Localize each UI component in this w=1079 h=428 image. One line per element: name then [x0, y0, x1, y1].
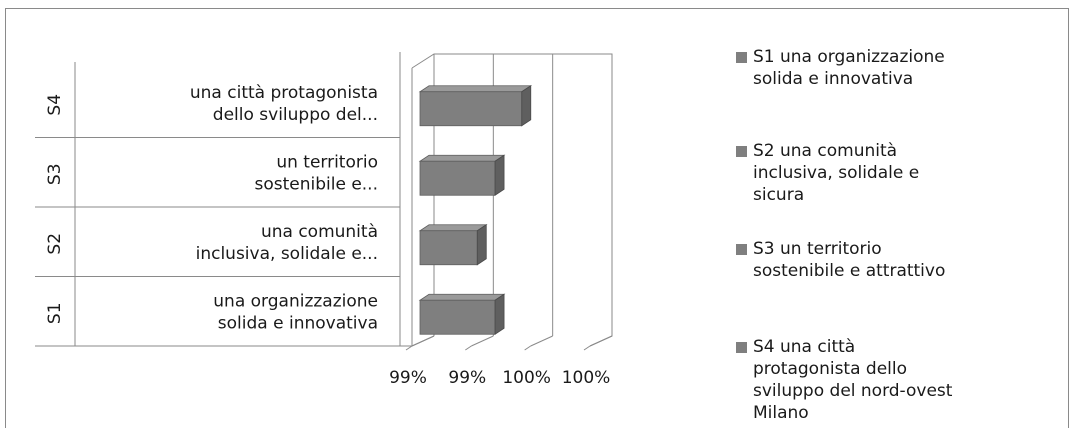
category-label-line: una organizzazione	[213, 291, 378, 311]
floor-gridline	[589, 335, 613, 347]
category-axis: una organizzazione solida e innovativa S1 u…	[35, 52, 412, 347]
group-label: S2	[45, 233, 65, 255]
x-tick-label: 99%	[448, 368, 486, 388]
legend-entry-line: sostenibile e attrattivo	[753, 261, 945, 281]
category-label: una città protagonista dello sviluppo del…	[190, 83, 378, 125]
group-label: S4	[45, 94, 65, 116]
bar	[419, 91, 523, 127]
legend-entry-line: protagonista dello	[753, 359, 907, 379]
group-label: S1	[45, 302, 65, 324]
category-label-line: una città protagonista	[190, 83, 378, 103]
bars	[418, 85, 533, 335]
bar-side	[521, 85, 532, 127]
bar-top	[418, 224, 488, 232]
floor-gridline	[530, 335, 553, 347]
group-label: S3	[45, 163, 65, 185]
legend-entry-line: S1 una organizzazione	[753, 47, 945, 67]
floor-gridline	[471, 335, 494, 347]
category-label: una organizzazione solida e innovativa	[213, 291, 378, 333]
legend-entry-line: S3 un territorio	[753, 239, 882, 259]
bar-side	[494, 293, 505, 335]
legend-entry: S4 una città protagonista dello sviluppo d…	[753, 337, 953, 423]
legend-entry-line: S2 una comunità	[753, 141, 897, 161]
x-tick-mark	[465, 345, 472, 351]
bar-top	[418, 293, 506, 301]
legend-entry-line: inclusiva, solidale e	[753, 163, 919, 183]
legend-swatch	[736, 244, 747, 255]
legend: S1 una organizzazione solida e innovativa…	[736, 47, 953, 423]
legend-entry: S3 un territorio sostenibile e attrattivo	[753, 239, 945, 281]
legend-entry: S2 una comunità inclusiva, solidale e sicu…	[753, 141, 919, 205]
bar	[419, 299, 496, 335]
x-tick-label: 100%	[562, 368, 611, 388]
legend-swatch	[736, 52, 747, 63]
chart-frame	[5, 8, 1069, 428]
bar	[419, 230, 478, 266]
floor-gridline	[411, 335, 435, 347]
x-tick-mark	[583, 345, 591, 351]
category-label-line: una comunità	[261, 222, 378, 242]
bar-top	[418, 85, 533, 93]
bar-side	[476, 224, 487, 266]
category-label-line: un territorio	[276, 152, 378, 172]
x-tick-mark	[524, 345, 531, 351]
bar-top	[418, 154, 506, 162]
category-label: un territorio sostenibile e...	[254, 152, 378, 194]
category-label-line: solida e innovativa	[218, 313, 378, 333]
legend-entry-line: S4 una città	[753, 337, 855, 357]
category-label-line: sostenibile e...	[254, 174, 378, 194]
x-tick-label: 100%	[502, 368, 551, 388]
category-label: una comunità inclusiva, solidale e...	[196, 222, 378, 264]
legend-entry-line: sicura	[753, 185, 804, 205]
bar-side	[494, 154, 505, 196]
x-tick-mark	[405, 345, 413, 351]
legend-entry-line: solida e innovativa	[753, 69, 913, 89]
legend-entry: S1 una organizzazione solida e innovativa	[753, 47, 945, 89]
legend-swatch	[736, 146, 747, 157]
legend-entry-line: Milano	[753, 403, 809, 423]
legend-swatch	[736, 342, 747, 353]
category-label-line: dello sviluppo del...	[213, 105, 378, 125]
legend-entry-line: sviluppo del nord-ovest	[753, 381, 953, 401]
bar	[419, 160, 496, 196]
category-label-line: inclusiva, solidale e...	[196, 244, 378, 264]
x-tick-label: 99%	[389, 368, 427, 388]
